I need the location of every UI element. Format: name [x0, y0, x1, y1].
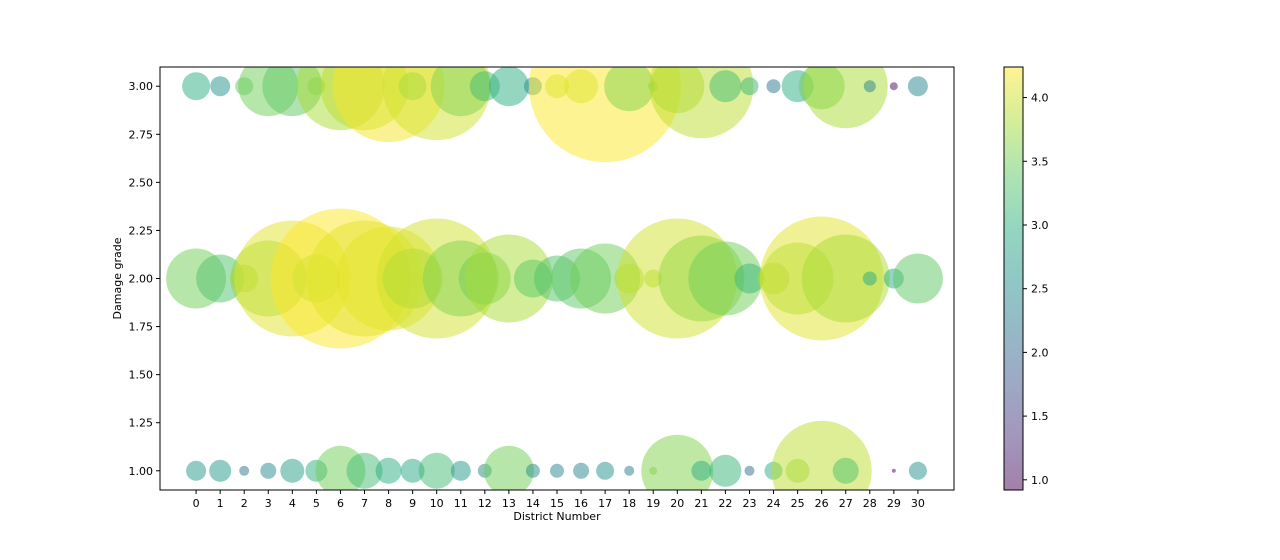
bubble-district-30-grade-2: [892, 253, 943, 304]
x-tick-label: 14: [526, 497, 540, 510]
bubble-district-7-grade-1: [346, 452, 383, 489]
y-tick-label: 1.25: [129, 417, 154, 430]
y-tick-label: 3.00: [129, 80, 154, 93]
x-tick-label: 1: [217, 497, 224, 510]
bubble-district-24-grade-3: [766, 79, 781, 94]
bubble-district-28-grade-3: [863, 80, 876, 93]
bubble-district-23-grade-1: [744, 465, 755, 476]
x-tick-label: 5: [313, 497, 320, 510]
colorbar-tick-label: 4.0: [1031, 92, 1049, 105]
bubble-district-8-grade-1: [375, 457, 402, 484]
y-axis-label: Damage grade: [111, 237, 124, 319]
colorbar-tick-label: 2.5: [1031, 283, 1049, 296]
bubble-district-16-grade-1: [573, 462, 590, 479]
bubble-district-14-grade-1: [525, 463, 540, 478]
bubble-district-0-grade-3: [182, 72, 211, 101]
bubble-district-30-grade-3: [907, 76, 928, 97]
bubble-district-9-grade-1: [400, 458, 425, 483]
colorbar-ticks: 1.0 1.5 2.0 2.5 3.0 3.5 4.0: [1023, 92, 1049, 487]
bubble-district-22-grade-3: [709, 70, 742, 103]
bubble-district-13-grade-1: [483, 445, 534, 490]
bubble-district-18-grade-3: [604, 67, 655, 112]
x-tick-label: 2: [241, 497, 248, 510]
bubble-district-22-grade-2: [688, 241, 763, 316]
x-tick-label: 7: [361, 497, 368, 510]
x-tick-label: 15: [550, 497, 564, 510]
bubble-district-27-grade-1: [832, 457, 859, 484]
y-axis: 1.00 1.25 1.50 1.75 2.00 2.25 2.50 2.75 3.00: [129, 80, 160, 478]
bubble-district-28-grade-2: [862, 271, 877, 286]
y-tick-label: 2.75: [129, 128, 154, 141]
colorbar-frame: [1003, 66, 1024, 491]
x-tick-label: 26: [815, 497, 829, 510]
bubble-district-3-grade-1: [260, 462, 277, 479]
y-tick-label: 2.25: [129, 224, 154, 237]
colorbar-tick-label: 1.5: [1031, 410, 1049, 423]
colorbar: 1.0 1.5 2.0 2.5 3.0 3.5 4.0: [1003, 66, 1049, 491]
x-tick-label: 24: [767, 497, 781, 510]
bubble-district-23-grade-3: [740, 77, 759, 96]
y-tick-label: 1.75: [129, 321, 154, 334]
bubble-district-29-grade-1: [891, 468, 896, 473]
x-tick-label: 9: [409, 497, 416, 510]
x-tick-label: 0: [193, 497, 200, 510]
bubble-district-29-grade-3: [889, 82, 898, 91]
x-tick-label: 10: [430, 497, 444, 510]
bubble-district-10-grade-1: [418, 452, 455, 489]
x-tick-label: 13: [502, 497, 516, 510]
x-axis: 0 1 2 3 4 5 6 7 8 9 10 11 12 13 14 15 16 17 18 19 20 21 22 23 24…: [193, 490, 925, 510]
x-tick-label: 3: [265, 497, 272, 510]
colorbar-tick-label: 3.5: [1031, 155, 1049, 168]
bubble-district-22-grade-1: [709, 454, 742, 487]
bubble-district-1-grade-3: [210, 76, 231, 97]
x-tick-label: 16: [574, 497, 588, 510]
x-tick-label: 22: [718, 497, 732, 510]
x-axis-label: District Number: [513, 510, 601, 523]
x-tick-label: 21: [694, 497, 708, 510]
y-tick-label: 2.50: [129, 176, 154, 189]
x-tick-label: 27: [839, 497, 853, 510]
colorbar-tick-label: 2.0: [1031, 346, 1049, 359]
x-tick-label: 4: [289, 497, 296, 510]
x-tick-label: 18: [622, 497, 636, 510]
bubble-district-2-grade-1: [239, 465, 250, 476]
y-tick-label: 1.00: [129, 465, 154, 478]
x-tick-label: 12: [478, 497, 492, 510]
bubble-district-30-grade-1: [908, 461, 927, 480]
x-tick-label: 19: [646, 497, 660, 510]
bubble-district-15-grade-1: [550, 463, 564, 478]
bubble-district-0-grade-1: [186, 460, 207, 481]
bubble-district-17-grade-1: [596, 461, 615, 480]
x-tick-label: 17: [598, 497, 612, 510]
x-tick-label: 25: [791, 497, 805, 510]
bubble-district-18-grade-1: [624, 465, 635, 476]
colorbar-tick-label: 3.0: [1031, 219, 1049, 232]
bubble-district-1-grade-1: [209, 459, 232, 482]
bubble-district-21-grade-1: [691, 460, 712, 481]
x-tick-label: 23: [742, 497, 756, 510]
bubble-district-4-grade-1: [280, 458, 305, 483]
bubble-district-13-grade-3: [488, 67, 529, 107]
bubble-district-1-grade-2: [196, 254, 245, 303]
x-tick-label: 8: [385, 497, 392, 510]
x-tick-label: 11: [454, 497, 468, 510]
bubble-layer: [166, 67, 943, 490]
bubble-district-13-grade-2: [464, 234, 553, 323]
x-tick-label: 6: [337, 497, 344, 510]
bubble-district-11-grade-1: [450, 460, 471, 481]
x-tick-label: 29: [887, 497, 901, 510]
y-tick-label: 1.50: [129, 369, 154, 382]
x-tick-label: 30: [911, 497, 925, 510]
x-tick-label: 28: [863, 497, 877, 510]
colorbar-tick-label: 1.0: [1031, 474, 1049, 487]
bubble-district-27-grade-2: [801, 234, 890, 323]
x-tick-label: 20: [670, 497, 684, 510]
bubble-district-23-grade-2: [734, 263, 765, 294]
colorbar-fill: [1004, 67, 1023, 490]
y-tick-label: 2.00: [129, 273, 154, 286]
